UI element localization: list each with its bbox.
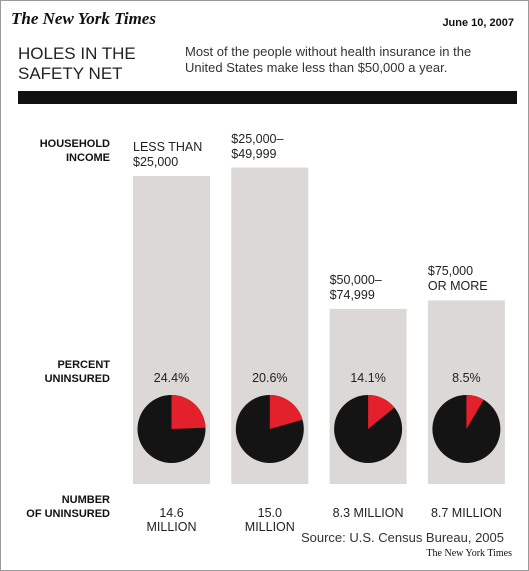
percent-label: 20.6%: [252, 371, 288, 385]
pie-wedge: [269, 395, 303, 429]
pie-wedge: [171, 395, 206, 429]
pie-wedge: [368, 395, 395, 429]
value-label: 14.6 MILLION: [146, 506, 197, 534]
percent-label: 8.5%: [452, 371, 481, 385]
source: Source: U.S. Census Bureau, 2005: [300, 530, 504, 545]
date: June 10, 2007: [442, 17, 514, 29]
category-label: $25,000– $49,999: [231, 131, 284, 161]
logo: The New York Times: [11, 9, 156, 28]
category-label: LESS THAN $25,000: [133, 140, 203, 169]
percent-label: 14.1%: [350, 371, 386, 385]
header-rule: [18, 91, 517, 104]
row-label: NUMBER OF UNINSURED: [26, 494, 110, 520]
subtitle: Most of the people without health insura…: [185, 44, 472, 75]
category-label: $50,000– $74,999: [329, 272, 382, 302]
value-label: 15.0 MILLION: [244, 506, 295, 534]
value-label: 8.3 MILLION: [332, 506, 404, 520]
value-label: 8.7 MILLION: [430, 506, 502, 520]
percent-label: 24.4%: [153, 371, 190, 385]
credit: The New York Times: [426, 548, 512, 559]
row-label: PERCENT UNINSURED: [44, 359, 110, 385]
category-label: $75,000 OR MORE: [427, 264, 488, 294]
pie-wedge: [466, 395, 484, 429]
row-label: HOUSEHOLD INCOME: [39, 138, 110, 164]
chart-title: HOLES IN THE SAFETY NET: [18, 44, 136, 83]
